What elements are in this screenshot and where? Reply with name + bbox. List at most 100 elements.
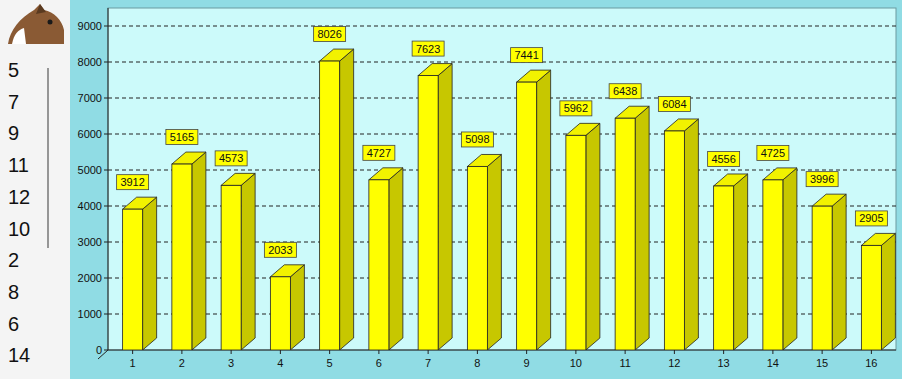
bars	[123, 49, 896, 350]
bar	[320, 61, 340, 350]
bar-top	[467, 154, 501, 166]
y-tick	[104, 134, 108, 135]
grid-line	[108, 134, 896, 135]
ranking-item: 14	[8, 344, 30, 366]
bar-side	[684, 119, 698, 350]
data-label: 4556	[711, 153, 735, 165]
x-tick-label: 12	[668, 357, 680, 369]
data-label: 4725	[761, 147, 785, 159]
bar-top	[861, 233, 895, 245]
y-tick	[104, 206, 108, 207]
bar-top	[664, 119, 698, 131]
y-axis	[108, 8, 109, 350]
x-tick-label: 13	[718, 357, 730, 369]
ranking-item: 11	[8, 154, 29, 176]
data-label-box	[412, 41, 444, 56]
x-tick	[723, 350, 724, 354]
plot-area	[108, 8, 896, 350]
data-label-box	[658, 96, 690, 111]
data-label: 8026	[317, 28, 341, 40]
horse-blaze	[12, 28, 26, 44]
ranking-item: 12	[8, 186, 30, 208]
y-tick	[104, 170, 108, 171]
x-tick	[132, 350, 133, 354]
bar-side	[487, 154, 501, 350]
bar-side	[783, 168, 797, 350]
axis-corner	[98, 350, 108, 359]
bar	[517, 82, 537, 350]
horse-head	[8, 4, 64, 44]
ranking-item: 7	[8, 91, 19, 113]
y-tick-label: 1000	[78, 308, 102, 320]
bar-side	[832, 194, 846, 350]
bar-top	[714, 174, 748, 186]
data-label-box	[314, 27, 346, 42]
bar-side	[635, 106, 649, 350]
bar-top	[517, 70, 551, 82]
bar	[763, 180, 783, 350]
ranking-item: 5	[8, 59, 19, 81]
x-tick-label: 15	[816, 357, 828, 369]
x-tick-label: 1	[130, 357, 136, 369]
bar-side	[586, 123, 600, 350]
bar-side	[734, 174, 748, 350]
data-label-box	[609, 84, 641, 99]
bar-top	[320, 49, 354, 61]
y-tick	[104, 242, 108, 243]
data-label-box	[166, 130, 198, 145]
ranking-divider	[47, 68, 49, 248]
bar-side	[192, 152, 206, 350]
x-tick	[329, 350, 330, 354]
bar	[418, 76, 438, 350]
data-label: 3996	[810, 173, 834, 185]
data-label: 7623	[416, 43, 440, 55]
side-panel	[0, 0, 70, 379]
bar-side	[340, 49, 354, 350]
y-tick	[104, 98, 108, 99]
bar-side	[290, 265, 304, 350]
x-tick-label: 16	[865, 357, 877, 369]
data-label: 2905	[859, 212, 883, 224]
y-tick	[104, 62, 108, 63]
data-label: 3912	[120, 176, 144, 188]
data-label: 5098	[465, 133, 489, 145]
x-tick	[625, 350, 626, 354]
bar	[270, 277, 290, 350]
grid-line	[108, 62, 896, 63]
bar-top	[812, 194, 846, 206]
bar-top	[123, 197, 157, 209]
x-tick	[772, 350, 773, 354]
x-tick	[181, 350, 182, 354]
y-tick-label: 0	[96, 344, 102, 356]
horse-ear	[36, 4, 46, 14]
x-tick-label: 10	[570, 357, 582, 369]
y-tick-label: 3000	[78, 236, 102, 248]
x-tick	[231, 350, 232, 354]
ranking-item: 8	[8, 281, 19, 303]
ranking-item: 9	[8, 122, 19, 144]
x-tick	[378, 350, 379, 354]
ranking-item: 2	[8, 249, 19, 271]
horse-icon	[8, 4, 64, 44]
x-tick	[428, 350, 429, 354]
ranking-item: 6	[8, 313, 19, 335]
x-tick	[575, 350, 576, 354]
x-tick-label: 7	[425, 357, 431, 369]
bar	[714, 186, 734, 350]
data-label-box	[560, 101, 592, 116]
bar-top	[566, 123, 600, 135]
data-label: 7441	[514, 49, 538, 61]
data-label: 2033	[268, 244, 292, 256]
x-tick	[674, 350, 675, 354]
y-tick	[104, 26, 108, 27]
bar	[812, 206, 832, 350]
y-tick-label: 8000	[78, 56, 102, 68]
x-tick-label: 4	[277, 357, 283, 369]
data-label: 5165	[170, 131, 194, 143]
x-tick-label: 5	[327, 357, 333, 369]
bar-top	[270, 265, 304, 277]
data-label-box	[511, 48, 543, 63]
y-tick-label: 9000	[78, 20, 102, 32]
x-tick	[280, 350, 281, 354]
chart-background	[70, 0, 902, 379]
